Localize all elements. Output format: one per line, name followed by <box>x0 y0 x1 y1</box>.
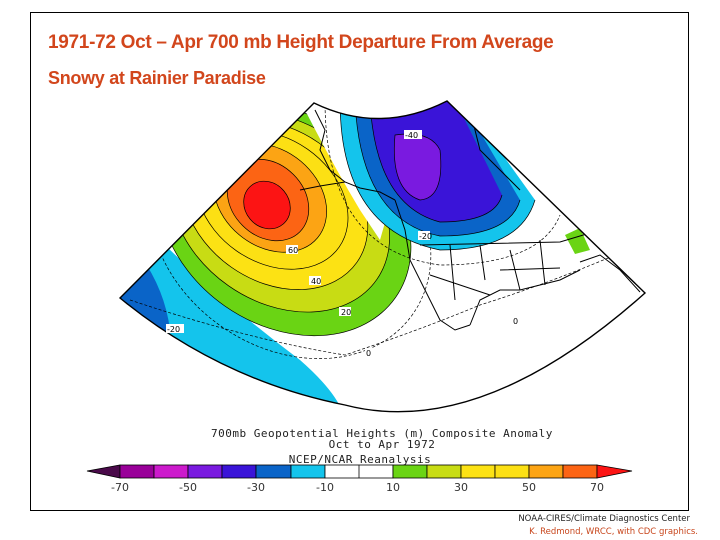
credit-author: K. Redmond, WRCC, with CDC graphics. <box>529 527 698 537</box>
page-title: 1971-72 Oct – Apr 700 mb Height Departur… <box>48 32 554 53</box>
neg-core-canada <box>394 134 441 200</box>
caption-line2: Oct to Apr 1972 <box>328 438 436 451</box>
caption-line3: NCEP/NCAR Reanalysis <box>288 453 432 466</box>
contour-label: 0 <box>513 317 518 326</box>
contour-label: 0 <box>366 349 371 358</box>
pos-northeast <box>565 228 590 254</box>
colorbar-tick: 70 <box>590 481 604 494</box>
map-outline <box>118 100 647 413</box>
contour-label: 40 <box>311 277 321 286</box>
colorbar-tick: 50 <box>522 481 536 494</box>
page-subtitle: Snowy at Rainier Paradise <box>48 68 266 88</box>
contour-label: 20 <box>341 308 351 317</box>
colorbar-tick: 10 <box>386 481 400 494</box>
colorbar-tick: -10 <box>316 481 334 494</box>
caption-line1: 700mb Geopotential Heights (m) Composite… <box>211 427 553 440</box>
contour-label: 60 <box>288 246 298 255</box>
contour-label: -40 <box>405 131 418 140</box>
colorbar-tick: -70 <box>111 481 129 494</box>
colorbar-tick: -30 <box>247 481 265 494</box>
contour-label: -20 <box>167 325 180 334</box>
credit-noaa: NOAA-CIRES/Climate Diagnostics Center <box>518 514 690 524</box>
colorbar-tick: 30 <box>454 481 468 494</box>
colorbar <box>86 464 633 479</box>
figure-frame <box>30 12 689 511</box>
colorbar-tick: -50 <box>179 481 197 494</box>
contour-label: -20 <box>419 232 432 241</box>
